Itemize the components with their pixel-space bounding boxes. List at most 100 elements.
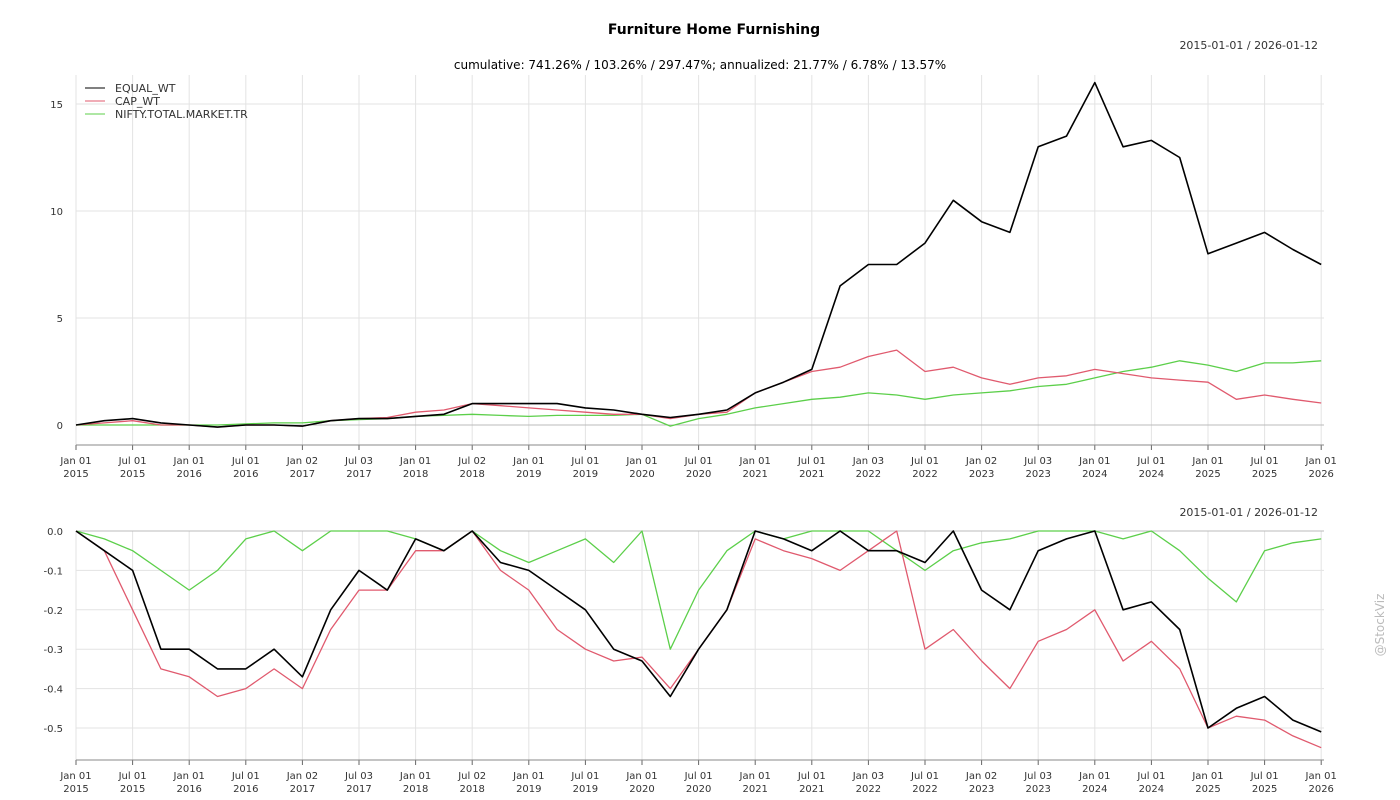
chart-title: Furniture Home Furnishing xyxy=(608,22,820,38)
x-tick-label: Jan 01 xyxy=(1078,771,1110,782)
x-tick-label: Jul 03 xyxy=(1023,771,1052,782)
y-tick-label: 0 xyxy=(57,421,63,432)
x-tick-label: 2022 xyxy=(856,784,881,795)
x-tick-label: 2023 xyxy=(969,784,994,795)
y-tick-label: -0.3 xyxy=(43,645,63,656)
x-tick-label: Jan 03 xyxy=(852,456,884,467)
x-tick-label: 2021 xyxy=(742,469,767,480)
x-tick-label: Jul 01 xyxy=(910,771,939,782)
x-tick-label: Jul 01 xyxy=(1250,456,1279,467)
x-tick-label: 2021 xyxy=(799,784,824,795)
x-tick-label: 2023 xyxy=(969,469,994,480)
x-tick-label: Jan 01 xyxy=(1305,456,1337,467)
bottom-date-range: 2015-01-01 / 2026-01-12 xyxy=(1179,506,1318,519)
x-tick-label: 2026 xyxy=(1308,469,1333,480)
x-tick-label: Jan 01 xyxy=(739,771,771,782)
legend-label-cap-wt: CAP_WT xyxy=(115,95,160,108)
cumulative-series-nifty-total-market-tr xyxy=(76,360,1322,427)
x-tick-label: 2022 xyxy=(912,784,937,795)
x-tick-label: 2015 xyxy=(63,469,88,480)
y-tick-label: 15 xyxy=(50,100,63,111)
x-tick-label: 2019 xyxy=(516,469,541,480)
x-tick-label: 2015 xyxy=(63,784,88,795)
y-tick-label: -0.4 xyxy=(43,685,63,696)
x-tick-label: Jan 02 xyxy=(965,771,997,782)
x-tick-label: 2025 xyxy=(1195,784,1220,795)
x-tick-label: 2018 xyxy=(403,784,428,795)
x-tick-label: 2016 xyxy=(233,784,258,795)
x-tick-label: Jan 01 xyxy=(399,456,431,467)
x-tick-label: 2018 xyxy=(459,469,484,480)
x-tick-label: 2022 xyxy=(856,469,881,480)
y-tick-label: -0.1 xyxy=(43,566,63,577)
x-tick-label: 2017 xyxy=(290,469,315,480)
x-tick-label: 2023 xyxy=(1025,784,1050,795)
x-tick-label: 2025 xyxy=(1252,469,1277,480)
x-tick-label: Jan 01 xyxy=(1305,771,1337,782)
x-tick-label: Jan 02 xyxy=(286,456,318,467)
drawdown-series-equal-wt xyxy=(75,530,1322,733)
x-tick-label: Jan 01 xyxy=(625,456,657,467)
x-tick-label: Jul 01 xyxy=(1136,771,1165,782)
x-tick-label: Jan 01 xyxy=(1191,771,1223,782)
x-tick-label: 2019 xyxy=(573,784,598,795)
x-tick-label: Jan 02 xyxy=(965,456,997,467)
x-tick-label: 2022 xyxy=(912,469,937,480)
legend: EQUAL_WT CAP_WT NIFTY.TOTAL.MARKET.TR xyxy=(85,82,248,121)
x-tick-label: 2025 xyxy=(1252,784,1277,795)
x-tick-label: Jul 01 xyxy=(684,456,713,467)
x-tick-label: 2017 xyxy=(346,469,371,480)
x-tick-label: Jul 01 xyxy=(118,771,147,782)
x-tick-label: Jan 01 xyxy=(399,771,431,782)
x-tick-label: Jul 02 xyxy=(457,456,486,467)
y-tick-label: 5 xyxy=(57,314,63,325)
legend-label-nifty: NIFTY.TOTAL.MARKET.TR xyxy=(115,108,248,121)
y-tick-label: 10 xyxy=(50,207,63,218)
x-tick-label: Jul 02 xyxy=(457,771,486,782)
x-tick-label: Jul 01 xyxy=(1250,771,1279,782)
x-tick-label: 2024 xyxy=(1082,784,1107,795)
x-tick-label: Jul 01 xyxy=(1136,456,1165,467)
x-tick-label: 2017 xyxy=(346,784,371,795)
watermark: @StockViz xyxy=(1373,594,1387,657)
drawdown-series-nifty-total-market-tr xyxy=(75,530,1322,650)
cumulative-series-equal-wt xyxy=(75,81,1322,428)
x-tick-label: Jan 01 xyxy=(173,456,205,467)
x-tick-label: Jul 01 xyxy=(570,456,599,467)
x-tick-label: Jan 01 xyxy=(1191,456,1223,467)
x-tick-label: Jul 01 xyxy=(231,771,260,782)
x-tick-label: Jul 03 xyxy=(344,771,373,782)
x-tick-label: 2015 xyxy=(120,784,145,795)
x-tick-label: 2016 xyxy=(176,469,201,480)
x-tick-label: Jan 01 xyxy=(625,771,657,782)
x-tick-label: 2015 xyxy=(120,469,145,480)
x-tick-label: Jul 03 xyxy=(344,456,373,467)
x-tick-label: Jul 01 xyxy=(684,771,713,782)
x-tick-label: Jan 01 xyxy=(512,456,544,467)
x-tick-label: Jan 01 xyxy=(1078,456,1110,467)
legend-label-equal-wt: EQUAL_WT xyxy=(115,82,176,95)
x-tick-label: 2017 xyxy=(290,784,315,795)
x-tick-label: Jul 03 xyxy=(1023,456,1052,467)
x-tick-label: 2019 xyxy=(573,469,598,480)
x-tick-label: 2023 xyxy=(1025,469,1050,480)
x-tick-label: 2026 xyxy=(1308,784,1333,795)
top-date-range: 2015-01-01 / 2026-01-12 xyxy=(1179,39,1318,52)
y-tick-label: -0.5 xyxy=(43,724,63,735)
x-tick-label: 2020 xyxy=(686,784,711,795)
x-tick-label: 2024 xyxy=(1082,469,1107,480)
x-tick-label: Jul 01 xyxy=(570,771,599,782)
x-tick-label: 2018 xyxy=(403,469,428,480)
x-tick-label: 2020 xyxy=(686,469,711,480)
x-tick-label: Jan 03 xyxy=(852,771,884,782)
x-tick-label: 2024 xyxy=(1139,784,1164,795)
x-tick-label: Jul 01 xyxy=(797,771,826,782)
x-tick-label: 2020 xyxy=(629,469,654,480)
x-tick-label: Jul 01 xyxy=(797,456,826,467)
chart-subtitle: cumulative: 741.26% / 103.26% / 297.47%;… xyxy=(454,58,946,72)
x-tick-label: 2016 xyxy=(233,469,258,480)
x-tick-label: Jan 02 xyxy=(286,771,318,782)
x-tick-label: 2021 xyxy=(742,784,767,795)
y-tick-label: 0.0 xyxy=(47,527,63,538)
